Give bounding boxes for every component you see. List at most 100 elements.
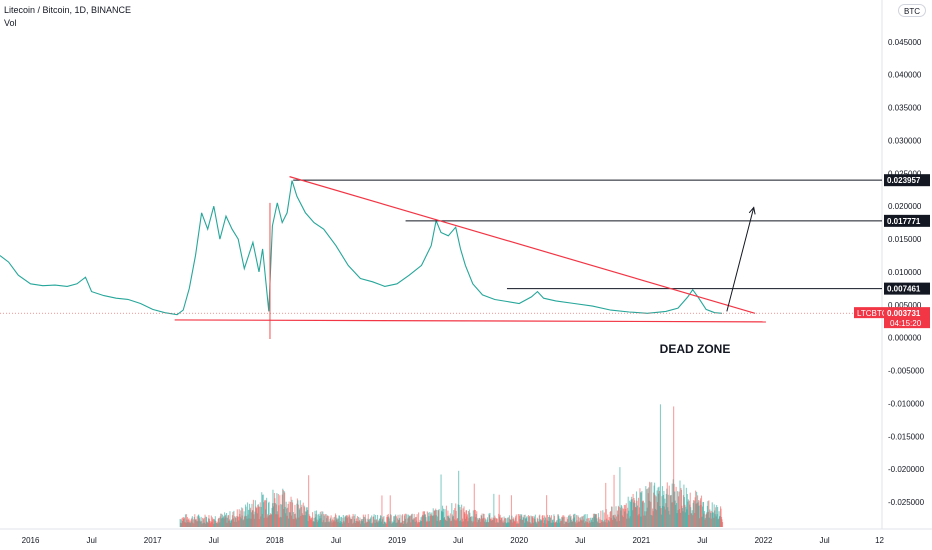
volume-bar bbox=[455, 510, 457, 527]
volume-bar bbox=[611, 506, 613, 527]
volume-bar bbox=[365, 518, 367, 527]
x-tick-label: Jul bbox=[819, 536, 829, 545]
y-tick-label: 0.025000 bbox=[888, 169, 922, 178]
volume-bar bbox=[605, 509, 607, 527]
volume-bar bbox=[685, 487, 687, 527]
x-tick-label: 2018 bbox=[266, 536, 284, 545]
volume-bar bbox=[472, 510, 474, 527]
y-tick-label: -0.010000 bbox=[888, 399, 925, 408]
last-price-label: 0.003731 bbox=[887, 309, 921, 318]
volume-bar bbox=[278, 505, 280, 527]
volume-bar bbox=[547, 514, 549, 527]
volume-bar bbox=[528, 516, 531, 527]
volume-bar bbox=[436, 510, 438, 527]
volume-bar bbox=[259, 502, 261, 527]
symbol-title: Litecoin / Bitcoin, 1D, BINANCE bbox=[4, 5, 132, 15]
volume-bar bbox=[302, 502, 304, 527]
currency-button[interactable]: BTC bbox=[898, 4, 926, 17]
chart-legend: Litecoin / Bitcoin, 1D, BINANCE Vol bbox=[4, 4, 131, 30]
volume-bar bbox=[586, 514, 588, 527]
volume-bar bbox=[651, 482, 653, 527]
x-tick-label: 2017 bbox=[144, 536, 162, 545]
y-tick-label: 0.020000 bbox=[888, 202, 922, 211]
volume-bar bbox=[311, 512, 314, 527]
volume-bar bbox=[324, 514, 326, 527]
volume-bar bbox=[687, 499, 689, 527]
volume-bar bbox=[461, 504, 463, 527]
volume-bar bbox=[242, 508, 244, 527]
volume-bar bbox=[370, 517, 372, 527]
volume-bar bbox=[542, 517, 544, 527]
volume-bar bbox=[192, 519, 194, 527]
volume-bar bbox=[338, 515, 340, 527]
volume-bar bbox=[568, 515, 570, 527]
volume-bar bbox=[299, 500, 301, 527]
level-price-label: 0.023957 bbox=[887, 176, 921, 185]
volume-bar bbox=[476, 511, 478, 527]
volume-bar bbox=[510, 495, 512, 527]
volume-bar bbox=[583, 514, 585, 527]
volume-bar bbox=[202, 517, 204, 527]
volume-label: Vol bbox=[4, 18, 17, 28]
volume-bar bbox=[440, 474, 442, 527]
volume-bar bbox=[563, 515, 565, 527]
volume-bar bbox=[677, 491, 679, 527]
volume-bar bbox=[409, 515, 411, 527]
volume-bar bbox=[494, 517, 496, 527]
volume-bar bbox=[703, 511, 705, 527]
volume-bar bbox=[396, 516, 398, 527]
volume-bar bbox=[261, 492, 263, 527]
volume-bar bbox=[291, 502, 294, 527]
volume-bar bbox=[553, 515, 555, 527]
y-tick-label: 0.045000 bbox=[888, 38, 922, 47]
x-tick-label: Jul bbox=[87, 536, 97, 545]
volume-bar bbox=[498, 494, 500, 527]
volume-bar bbox=[505, 518, 507, 527]
volume-bar bbox=[307, 510, 309, 527]
volume-bar bbox=[546, 495, 548, 527]
volume-bar bbox=[645, 486, 647, 527]
volume-bar bbox=[297, 504, 299, 527]
volume-bar bbox=[395, 514, 397, 527]
volume-bar bbox=[359, 517, 361, 527]
volume-bar bbox=[515, 514, 517, 527]
volume-bar bbox=[203, 517, 205, 527]
volume-bar bbox=[473, 483, 475, 527]
countdown-label: 04:15:20 bbox=[890, 319, 922, 328]
volume-bar bbox=[186, 517, 189, 527]
volume-bar bbox=[549, 517, 552, 527]
volume-bar bbox=[459, 506, 461, 527]
volume-bar bbox=[308, 475, 310, 527]
y-tick-label: 0.040000 bbox=[888, 71, 922, 80]
volume-bar bbox=[340, 516, 342, 527]
volume-bar bbox=[438, 508, 440, 527]
volume-bar bbox=[418, 512, 420, 527]
volume-bar bbox=[721, 522, 724, 527]
x-tick-label: 2019 bbox=[388, 536, 406, 545]
x-tick-label: 2021 bbox=[632, 536, 650, 545]
volume-bar bbox=[279, 495, 281, 527]
volume-bar bbox=[383, 516, 385, 527]
level-price-label: 0.007461 bbox=[887, 285, 921, 294]
volume-bar bbox=[315, 510, 318, 527]
x-tick-label: 2016 bbox=[22, 536, 40, 545]
volume-bar bbox=[698, 505, 700, 527]
volume-bar bbox=[501, 517, 503, 527]
volume-bar bbox=[545, 518, 547, 527]
volume-bar bbox=[453, 510, 455, 527]
volume-bar bbox=[276, 493, 278, 527]
volume-bar bbox=[380, 515, 382, 527]
volume-bar bbox=[382, 517, 384, 527]
y-tick-label: 0.005000 bbox=[888, 301, 922, 310]
y-tick-label: 0.015000 bbox=[888, 235, 922, 244]
volume-bar bbox=[619, 467, 621, 527]
x-tick-label: Jul bbox=[697, 536, 707, 545]
volume-bar bbox=[449, 513, 451, 527]
volume-bar bbox=[263, 502, 265, 527]
volume-bar bbox=[642, 500, 644, 527]
volume-bar bbox=[574, 513, 576, 527]
symbol-tag: LTCBTC bbox=[857, 309, 888, 318]
volume-bar bbox=[290, 496, 292, 527]
volume-bar bbox=[605, 482, 607, 527]
